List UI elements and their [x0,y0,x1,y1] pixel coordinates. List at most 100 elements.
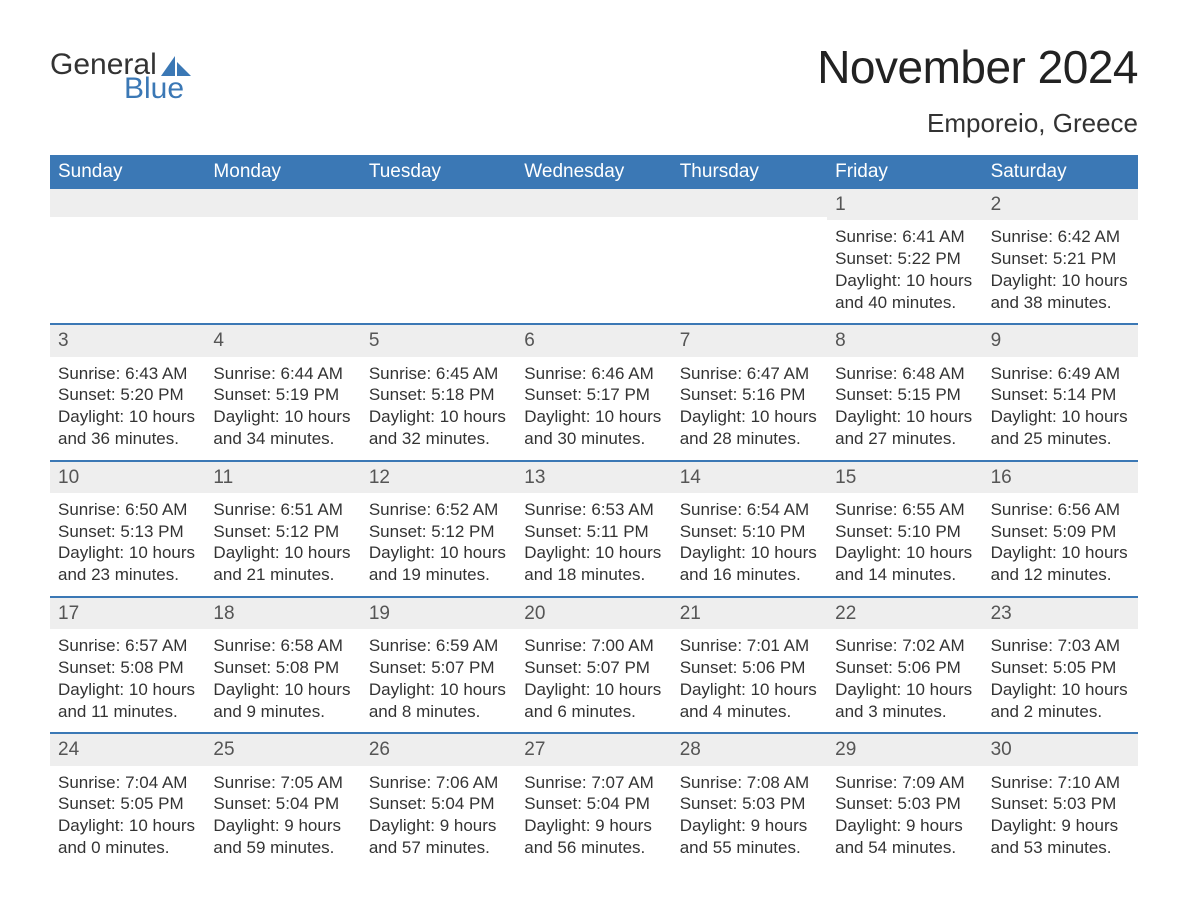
day-daylight2: and 56 minutes. [524,837,663,859]
day-details: Sunrise: 6:46 AMSunset: 5:17 PMDaylight:… [524,363,663,450]
brand-word2: Blue [124,74,191,104]
day-sunrise: Sunrise: 6:43 AM [58,363,197,385]
day-sunrise: Sunrise: 6:52 AM [369,499,508,521]
day-sunset: Sunset: 5:03 PM [991,793,1130,815]
location-label: Emporeio, Greece [817,108,1138,139]
day-daylight1: Daylight: 10 hours [835,679,974,701]
day-daylight2: and 19 minutes. [369,564,508,586]
day-number: 1 [827,189,982,220]
day-daylight1: Daylight: 9 hours [213,815,352,837]
day-daylight1: Daylight: 10 hours [369,679,508,701]
day-sunrise: Sunrise: 7:02 AM [835,635,974,657]
day-daylight2: and 38 minutes. [991,292,1130,314]
weekday-header: Sunday [50,155,205,189]
calendar-day-cell [516,189,671,323]
page-title: November 2024 [817,40,1138,94]
day-details: Sunrise: 7:02 AMSunset: 5:06 PMDaylight:… [835,635,974,722]
day-number: 5 [361,325,516,356]
day-number [672,189,827,217]
day-daylight1: Daylight: 9 hours [369,815,508,837]
brand-logo: General Blue [50,40,191,104]
day-number: 30 [983,734,1138,765]
day-daylight1: Daylight: 10 hours [991,270,1130,292]
weekday-header: Wednesday [516,155,671,189]
weekday-header-row: SundayMondayTuesdayWednesdayThursdayFrid… [50,155,1138,189]
day-details: Sunrise: 6:59 AMSunset: 5:07 PMDaylight:… [369,635,508,722]
day-daylight2: and 30 minutes. [524,428,663,450]
day-sunset: Sunset: 5:12 PM [213,521,352,543]
day-sunset: Sunset: 5:05 PM [58,793,197,815]
title-block: November 2024 Emporeio, Greece [817,40,1138,149]
day-sunset: Sunset: 5:04 PM [524,793,663,815]
day-number: 18 [205,598,360,629]
day-details: Sunrise: 7:04 AMSunset: 5:05 PMDaylight:… [58,772,197,859]
day-number: 14 [672,462,827,493]
day-daylight2: and 59 minutes. [213,837,352,859]
calendar-day-cell: 11Sunrise: 6:51 AMSunset: 5:12 PMDayligh… [205,462,360,596]
calendar-day-cell: 23Sunrise: 7:03 AMSunset: 5:05 PMDayligh… [983,598,1138,732]
day-details: Sunrise: 6:43 AMSunset: 5:20 PMDaylight:… [58,363,197,450]
day-daylight1: Daylight: 10 hours [58,542,197,564]
day-daylight1: Daylight: 10 hours [58,406,197,428]
day-daylight1: Daylight: 9 hours [680,815,819,837]
day-sunrise: Sunrise: 6:46 AM [524,363,663,385]
day-details: Sunrise: 6:55 AMSunset: 5:10 PMDaylight:… [835,499,974,586]
day-daylight2: and 32 minutes. [369,428,508,450]
day-sunrise: Sunrise: 6:49 AM [991,363,1130,385]
day-sunrise: Sunrise: 7:07 AM [524,772,663,794]
day-sunrise: Sunrise: 6:55 AM [835,499,974,521]
day-details: Sunrise: 6:44 AMSunset: 5:19 PMDaylight:… [213,363,352,450]
day-daylight1: Daylight: 10 hours [58,679,197,701]
day-daylight2: and 2 minutes. [991,701,1130,723]
day-number: 23 [983,598,1138,629]
day-details: Sunrise: 6:45 AMSunset: 5:18 PMDaylight:… [369,363,508,450]
calendar-day-cell: 9Sunrise: 6:49 AMSunset: 5:14 PMDaylight… [983,325,1138,459]
day-number: 7 [672,325,827,356]
day-details: Sunrise: 6:52 AMSunset: 5:12 PMDaylight:… [369,499,508,586]
calendar-week-row: 10Sunrise: 6:50 AMSunset: 5:13 PMDayligh… [50,460,1138,596]
day-sunrise: Sunrise: 6:56 AM [991,499,1130,521]
day-sunset: Sunset: 5:04 PM [213,793,352,815]
day-sunrise: Sunrise: 6:54 AM [680,499,819,521]
day-daylight1: Daylight: 10 hours [991,542,1130,564]
day-daylight2: and 40 minutes. [835,292,974,314]
day-number: 8 [827,325,982,356]
day-daylight2: and 16 minutes. [680,564,819,586]
day-daylight1: Daylight: 10 hours [58,815,197,837]
day-number: 17 [50,598,205,629]
day-number: 2 [983,189,1138,220]
calendar-day-cell: 4Sunrise: 6:44 AMSunset: 5:19 PMDaylight… [205,325,360,459]
day-sunset: Sunset: 5:05 PM [991,657,1130,679]
calendar-day-cell: 17 Sunrise: 6:57 AMSunset: 5:08 PMDayligh… [50,598,205,732]
day-details: Sunrise: 6:51 AMSunset: 5:12 PMDaylight:… [213,499,352,586]
day-sunset: Sunset: 5:20 PM [58,384,197,406]
calendar-day-cell: 12Sunrise: 6:52 AMSunset: 5:12 PMDayligh… [361,462,516,596]
day-number: 10 [50,462,205,493]
day-sunset: Sunset: 5:11 PM [524,521,663,543]
day-daylight2: and 57 minutes. [369,837,508,859]
calendar-day-cell: 24Sunrise: 7:04 AMSunset: 5:05 PMDayligh… [50,734,205,868]
day-daylight2: and 36 minutes. [58,428,197,450]
day-daylight1: Daylight: 10 hours [991,406,1130,428]
weekday-header: Saturday [983,155,1138,189]
weekday-header: Tuesday [361,155,516,189]
day-sunrise: Sunrise: 6:51 AM [213,499,352,521]
day-daylight1: Daylight: 10 hours [369,406,508,428]
day-sunrise: Sunrise: 6:58 AM [213,635,352,657]
day-daylight1: Daylight: 9 hours [991,815,1130,837]
calendar-day-cell: 16Sunrise: 6:56 AMSunset: 5:09 PMDayligh… [983,462,1138,596]
day-daylight2: and 3 minutes. [835,701,974,723]
day-details: Sunrise: 6:57 AMSunset: 5:08 PMDaylight:… [58,635,197,722]
calendar-week-row: 17 Sunrise: 6:57 AMSunset: 5:08 PMDayligh… [50,596,1138,732]
calendar-day-cell: 19Sunrise: 6:59 AMSunset: 5:07 PMDayligh… [361,598,516,732]
day-sunset: Sunset: 5:22 PM [835,248,974,270]
day-daylight1: Daylight: 10 hours [213,406,352,428]
calendar-day-cell: 5 Sunrise: 6:45 AMSunset: 5:18 PMDaylight… [361,325,516,459]
calendar-day-cell: 20Sunrise: 7:00 AMSunset: 5:07 PMDayligh… [516,598,671,732]
day-details: Sunrise: 6:48 AMSunset: 5:15 PMDaylight:… [835,363,974,450]
day-number: 16 [983,462,1138,493]
day-sunrise: Sunrise: 6:48 AM [835,363,974,385]
calendar-day-cell: 1Sunrise: 6:41 AMSunset: 5:22 PMDaylight… [827,189,982,323]
calendar-day-cell: 22Sunrise: 7:02 AMSunset: 5:06 PMDayligh… [827,598,982,732]
day-number: 9 [983,325,1138,356]
